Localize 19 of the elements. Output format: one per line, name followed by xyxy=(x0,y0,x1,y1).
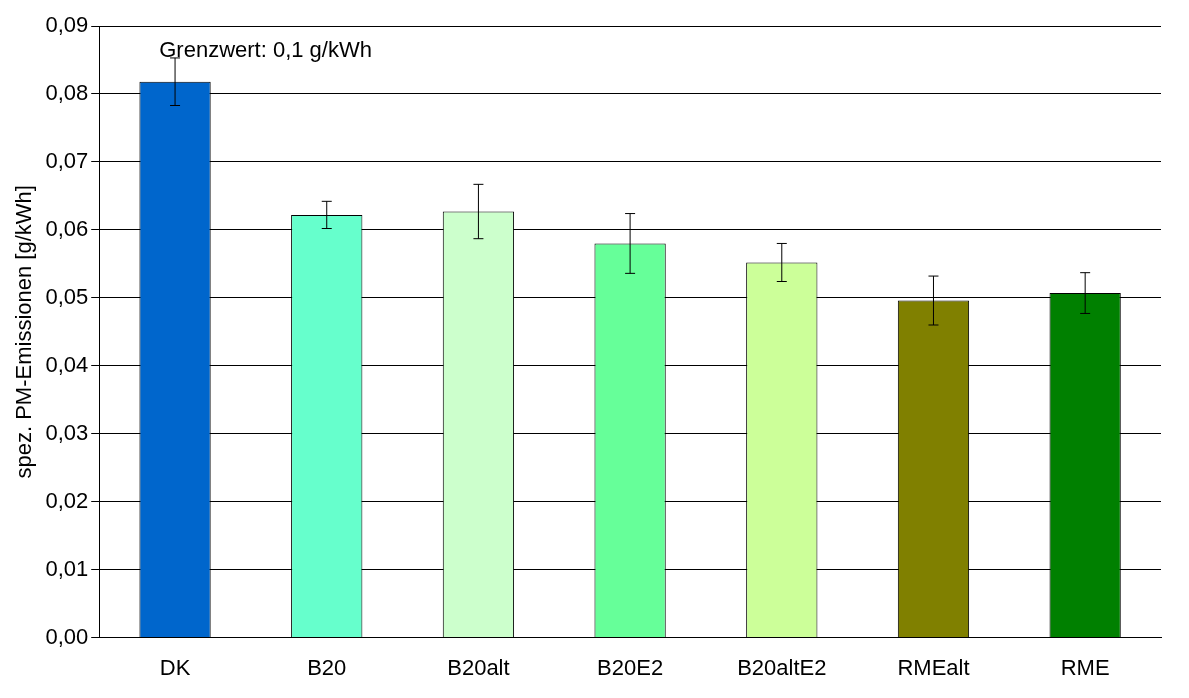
annotation: Grenzwert: 0,1 g/kWh xyxy=(159,37,372,63)
x-tick-label: DK xyxy=(159,654,191,680)
x-tick-label: B20altE2 xyxy=(737,654,827,680)
x-tick-label: B20alt xyxy=(447,654,510,680)
y-tick-label: 0,04 xyxy=(45,351,89,377)
x-tick-label: B20 xyxy=(307,654,347,680)
x-tick-label: RMEalt xyxy=(897,654,970,680)
y-tick-label: 0,07 xyxy=(45,147,89,173)
y-tick-label: 0,00 xyxy=(45,623,89,649)
y-axis-title: spez. PM-Emissionen [g/kWh] xyxy=(11,185,37,479)
y-tick-label: 0,05 xyxy=(45,283,89,309)
y-tick-label: 0,01 xyxy=(45,555,89,581)
y-tick-label: 0,02 xyxy=(45,487,89,513)
y-tick-label: 0,06 xyxy=(45,215,89,241)
y-tick-label: 0,08 xyxy=(45,80,89,106)
y-tick-label: 0,09 xyxy=(45,12,89,38)
x-tick-label: RME xyxy=(1060,654,1110,680)
y-tick-label: 0,03 xyxy=(45,419,89,445)
x-tick-label: B20E2 xyxy=(597,654,664,680)
